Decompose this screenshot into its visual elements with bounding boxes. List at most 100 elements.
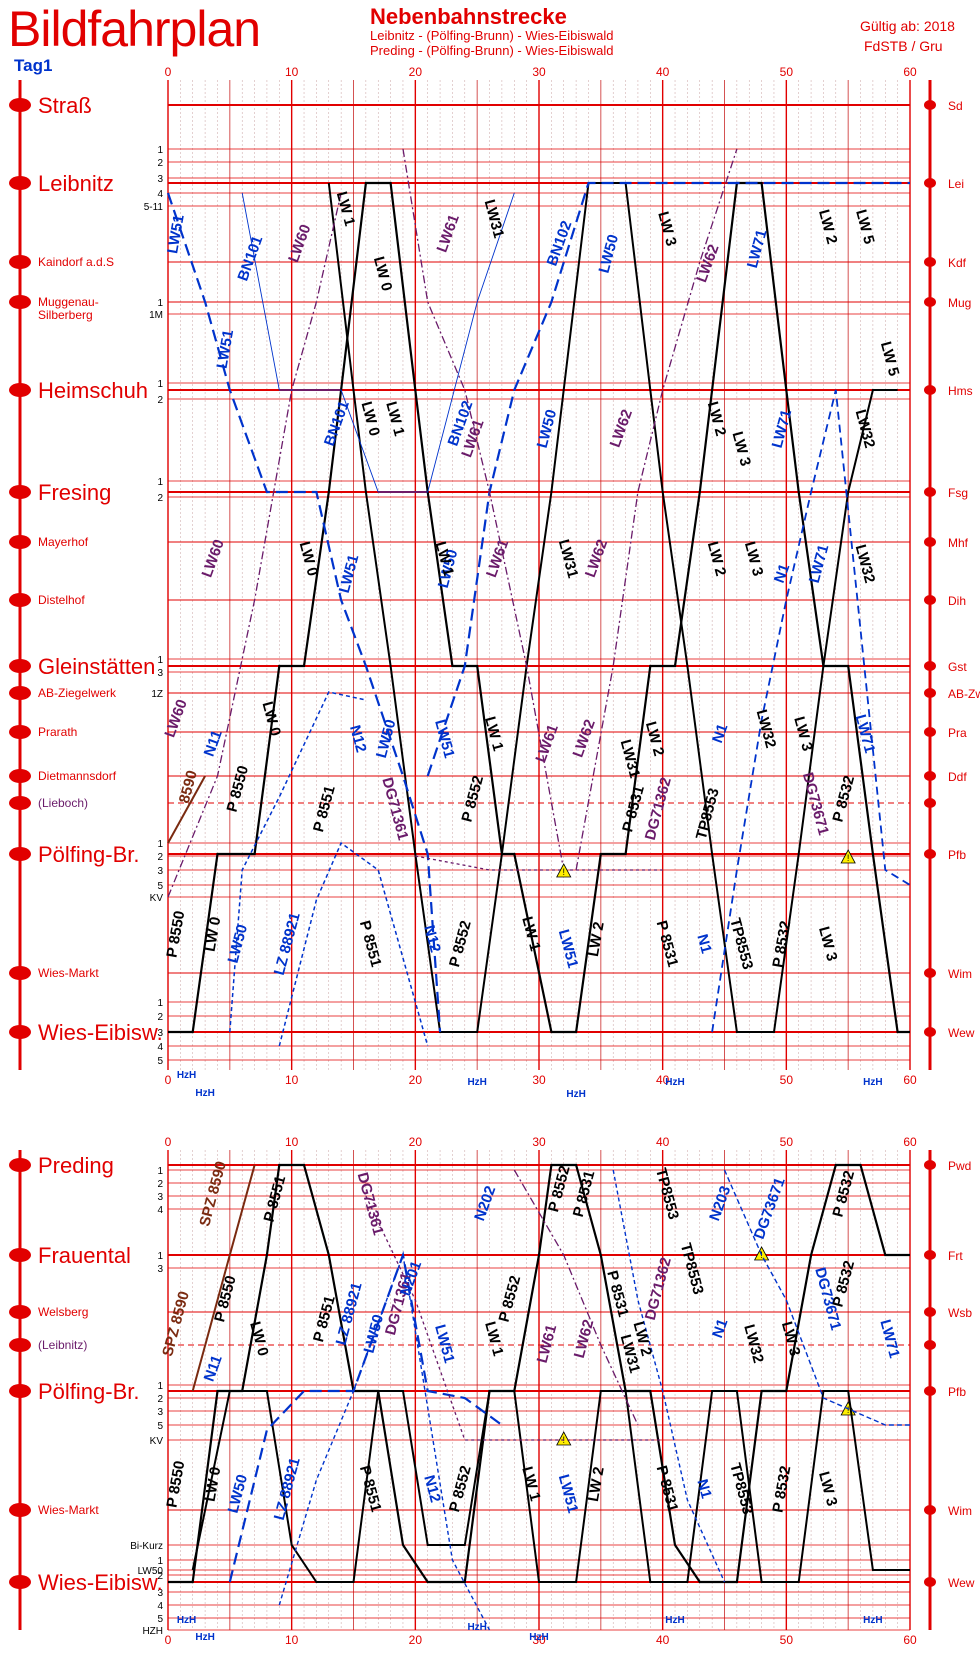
train-label: P 8551 — [261, 1174, 290, 1224]
time-tick-label: 30 — [532, 1073, 546, 1087]
track-label: 3 — [157, 866, 163, 877]
station-name: Straß — [38, 93, 92, 118]
train-label: P 8552 — [496, 1274, 525, 1324]
train-label: LW61 — [534, 1323, 561, 1365]
station-marker — [9, 847, 31, 861]
station-name: Wies-Eibisw. — [38, 1570, 163, 1595]
station-marker-right — [924, 661, 936, 671]
train-label: LW62 — [571, 1318, 598, 1360]
train-label: LW62 — [607, 407, 636, 450]
train-label: LW61 — [434, 212, 463, 255]
train-path-lw-secondary — [191, 1390, 910, 1583]
station-marker — [9, 255, 31, 269]
track-label: 1M — [149, 310, 163, 321]
time-tick-label: 30 — [532, 65, 546, 79]
station-name: Leibnitz — [38, 171, 114, 196]
station-marker — [9, 966, 31, 980]
station-code: Lei — [948, 177, 964, 191]
time-tick-label: 20 — [409, 65, 423, 79]
train-label: LW 2 — [585, 921, 608, 958]
train-label: LW 3 — [741, 540, 766, 578]
station-code: Dih — [948, 594, 966, 608]
station-marker — [9, 725, 31, 739]
train-path-lw50 — [426, 181, 910, 777]
station-marker — [9, 1158, 31, 1172]
panel2-panel: 0 0 10 10 20 20 30 30 40 40 50 50 60 60 1 2 3 4 1 3 1 2 3 5 KV Bi… — [9, 1135, 975, 1647]
station-marker-right — [924, 178, 936, 188]
train-label: P 8532 — [769, 919, 794, 969]
train-label: N12 — [420, 1473, 444, 1504]
track-label: HZH — [142, 1626, 163, 1637]
train-label: N1 — [709, 722, 732, 746]
station-marker — [9, 1338, 31, 1352]
time-tick-label: 20 — [409, 1633, 423, 1647]
track-label: 3 — [157, 1192, 163, 1203]
train-path-p-primary — [168, 1163, 910, 1584]
train-label: N1 — [771, 562, 794, 586]
station-marker — [9, 535, 31, 549]
train-label: LW 1 — [481, 1320, 506, 1358]
track-label: 5 — [157, 881, 163, 892]
track-label: 3 — [157, 1264, 163, 1275]
track-label: 5 — [157, 1056, 163, 1067]
train-path-dg73671 — [723, 1169, 910, 1426]
train-label: TP8553 — [652, 1166, 682, 1221]
station-marker-right — [924, 487, 936, 497]
station-name: Gleinstätten — [38, 654, 155, 679]
station-name: Mayerhof — [38, 535, 89, 549]
station-code: Pfb — [948, 1385, 966, 1399]
hzh-note: HzH — [665, 1615, 684, 1626]
hzh-note: HzH — [863, 1615, 882, 1626]
hzh-note: HzH — [863, 1077, 882, 1088]
train-label: P 8551 — [356, 919, 385, 969]
station-code: AB-Zw — [948, 687, 980, 701]
station-marker — [9, 176, 31, 190]
train-label: LW 0 — [296, 540, 321, 578]
train-label: N11 — [201, 728, 226, 759]
train-label: LW61 — [532, 722, 561, 765]
train-label: LW51 — [555, 928, 582, 970]
train-path-lw60 — [167, 192, 342, 898]
train-path-lw71 — [711, 389, 911, 1033]
train-label: P 8550 — [211, 1274, 240, 1324]
route-line-1: Leibnitz - (Pölfing-Brunn) - Wies-Eibisw… — [370, 28, 614, 43]
track-label: KV — [150, 1436, 164, 1447]
track-label: 2 — [157, 852, 163, 863]
station-marker-right — [924, 1307, 936, 1317]
station-marker-right — [924, 1505, 936, 1515]
train-label: LW 2 — [642, 720, 667, 758]
time-tick-label: 40 — [656, 1073, 670, 1087]
station-marker — [9, 769, 31, 783]
route-type: Nebenbahnstrecke — [370, 4, 567, 29]
day-label: Tag1 — [14, 56, 53, 75]
train-label: LW 3 — [654, 210, 679, 248]
train-path-n1 — [612, 1169, 726, 1583]
train-label: P 8551 — [356, 1464, 385, 1514]
train-label: N12 — [420, 923, 444, 954]
train-path-lw61 — [513, 1169, 639, 1426]
train-label: LW 3 — [790, 715, 815, 753]
page-title: Bildfahrplan — [8, 1, 261, 57]
station-code: Pfb — [948, 848, 966, 862]
station-marker — [9, 1305, 31, 1319]
train-path-kv — [415, 855, 663, 871]
station-marker-right — [924, 297, 936, 307]
station-name: Kaindorf a.d.S — [38, 255, 114, 269]
time-tick-label: 0 — [165, 1135, 172, 1149]
train-path-n11 — [229, 691, 367, 1033]
station-name: AB-Ziegelwerk — [38, 686, 117, 700]
station-code: Mhf — [948, 536, 969, 550]
station-marker-right — [924, 968, 936, 978]
train-label: TP8553 — [693, 786, 723, 841]
train-label: N201 — [397, 1259, 425, 1299]
train-label: N202 — [471, 1184, 499, 1224]
station-marker-right — [924, 727, 936, 737]
train-label: BN101 — [234, 234, 266, 284]
track-label: 1 — [157, 998, 163, 1009]
organization: FdSTB / Gru — [864, 38, 943, 54]
track-label: 2 — [157, 1179, 163, 1190]
station-marker-right — [924, 100, 936, 110]
train-label: LW 1 — [518, 915, 543, 953]
train-label: P 8552 — [545, 1164, 574, 1214]
warning-icon — [840, 849, 856, 864]
